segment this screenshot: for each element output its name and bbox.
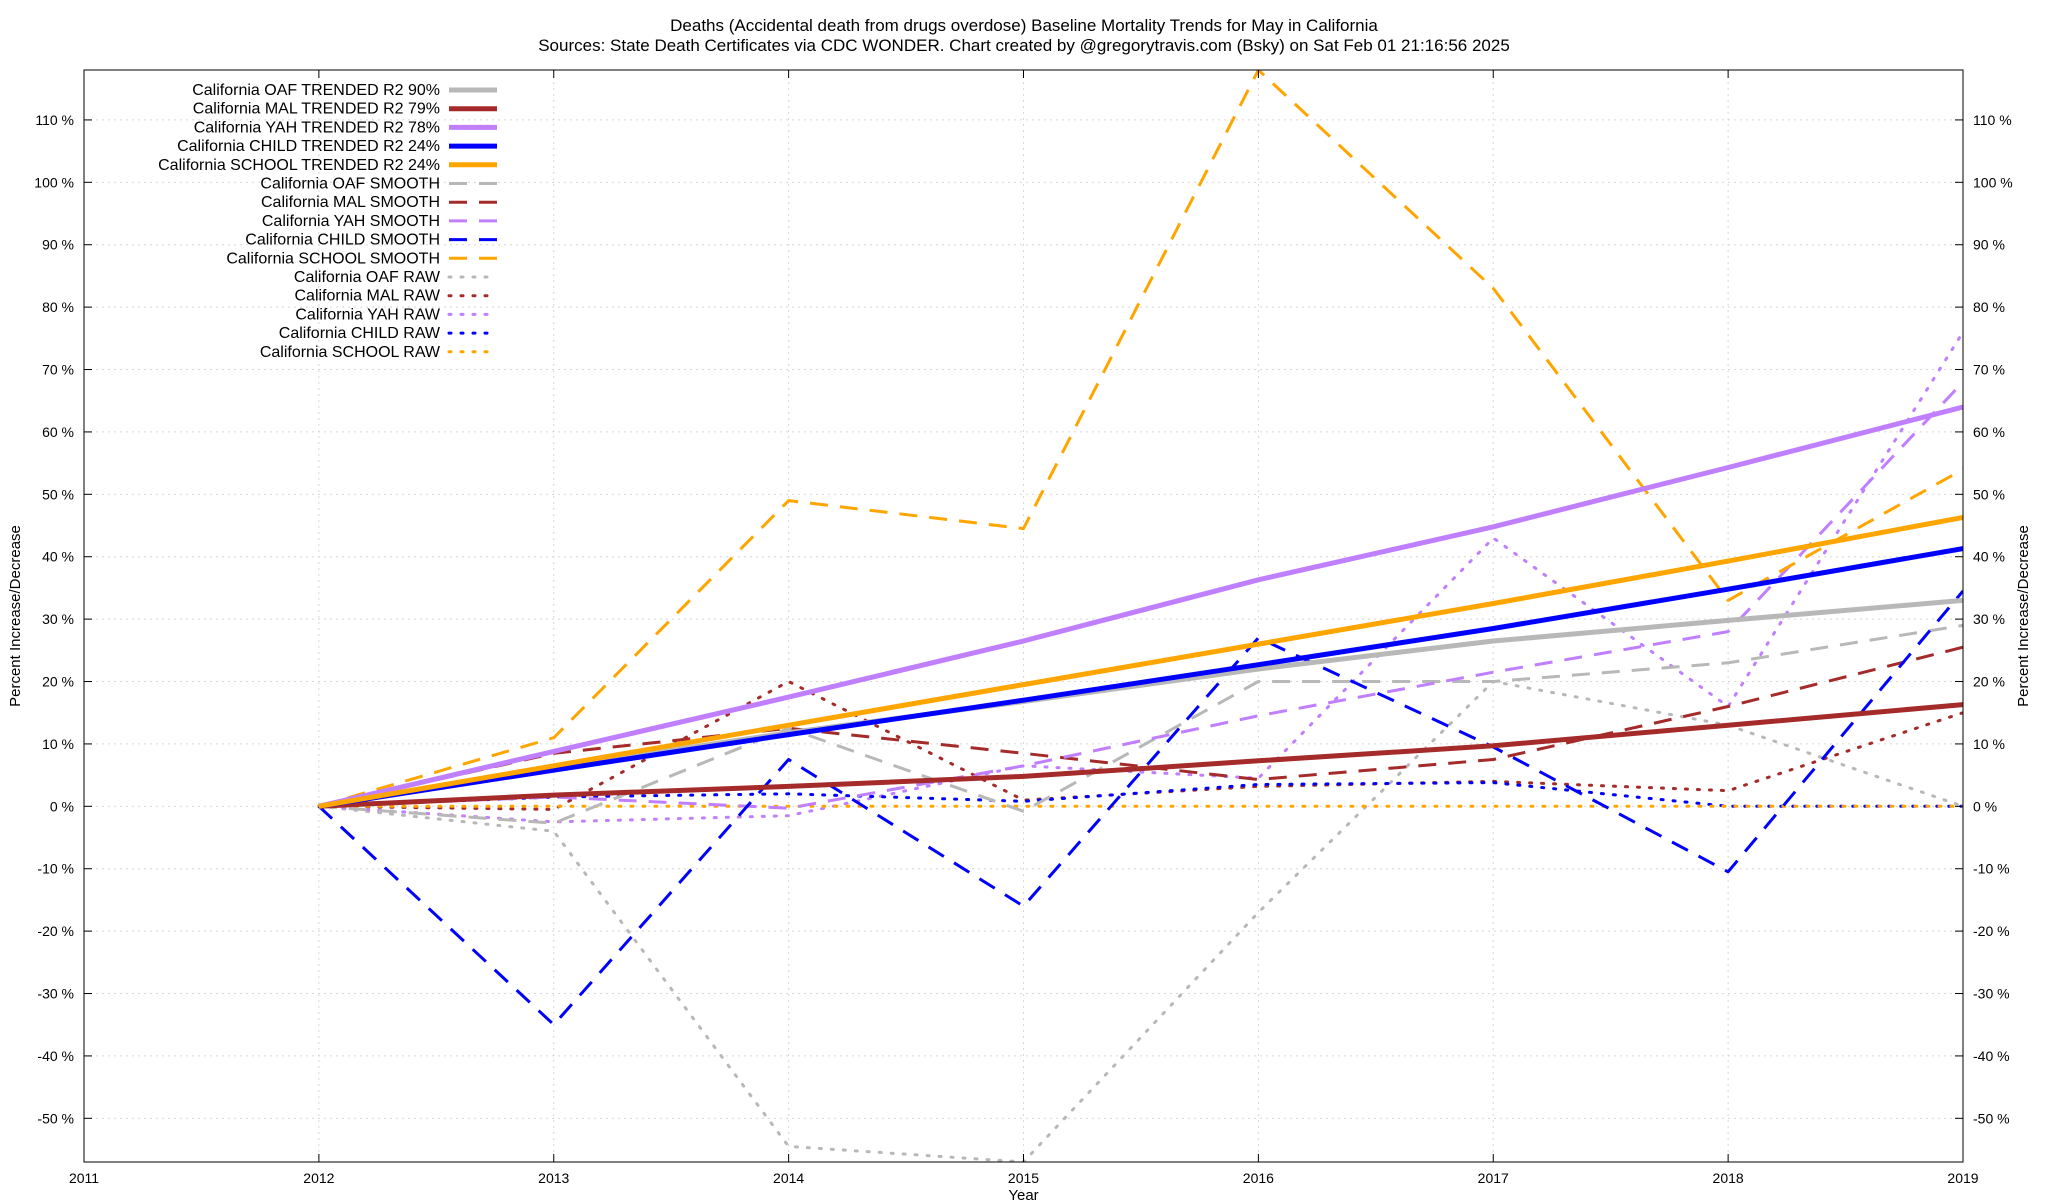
legend-label: California YAH TRENDED R2 78%	[194, 119, 440, 136]
y-tick-label-left: -10 %	[37, 861, 74, 877]
x-tick-label: 2011	[69, 1170, 99, 1186]
legend-label: California YAH RAW	[295, 306, 441, 323]
y-tick-label-left: 110 %	[35, 112, 74, 128]
legend-label: California MAL TRENDED R2 79%	[193, 101, 440, 118]
axis-ticks: 2011 2012 2013 2014 2015 2016 2017 2018 2019 -50 …	[34, 70, 2013, 1186]
legend-label: California MAL SMOOTH	[261, 194, 440, 211]
series-line	[318, 404, 1963, 809]
series-line	[317, 680, 1963, 1162]
series-line	[317, 590, 1963, 1027]
chart-title: Deaths (Accidental death from drugs over…	[670, 16, 1378, 35]
x-tick-label: 2013	[538, 1170, 569, 1186]
legend-label: California OAF SMOOTH	[260, 176, 440, 193]
y-tick-label-right: 40 %	[1973, 549, 2005, 565]
y-tick-label-left: -50 %	[37, 1110, 74, 1126]
y-tick-label-left: 60 %	[42, 424, 74, 440]
y-tick-label-left: 10 %	[42, 736, 74, 752]
legend: California OAF TRENDED R2 90% California …	[158, 82, 499, 361]
x-tick-label: 2012	[303, 1170, 334, 1186]
x-tick-label: 2019	[1947, 1170, 1978, 1186]
legend-label: California OAF RAW	[294, 269, 441, 286]
series-line	[318, 702, 1963, 809]
y-tick-label-left: 80 %	[42, 299, 74, 315]
y-tick-label-right: 80 %	[1973, 299, 2005, 315]
y-tick-label-right: 110 %	[1973, 112, 2012, 128]
x-tick-label: 2015	[1008, 1170, 1039, 1186]
plot-series	[317, 70, 1963, 1162]
y-tick-label-left: 50 %	[42, 486, 74, 502]
y-tick-label-right: -40 %	[1973, 1048, 2010, 1064]
legend-label: California SCHOOL RAW	[260, 344, 441, 361]
y-tick-label-right: 90 %	[1973, 237, 2005, 253]
y-tick-label-left: 100 %	[34, 174, 74, 190]
legend-label: California CHILD SMOOTH	[245, 232, 440, 249]
x-tick-label: 2014	[773, 1170, 804, 1186]
y-axis-label-left: Percent Increase/Decrease	[7, 525, 24, 707]
x-tick-label: 2016	[1243, 1170, 1274, 1186]
y-tick-label-right: 60 %	[1973, 424, 2005, 440]
y-tick-label-right: -10 %	[1973, 861, 2010, 877]
series-line	[318, 645, 1963, 808]
x-axis-label: Year	[1008, 1187, 1038, 1200]
y-tick-label-right: 100 %	[1973, 174, 2013, 190]
y-tick-label-right: 0 %	[1973, 798, 1997, 814]
legend-label: California OAF TRENDED R2 90%	[192, 82, 440, 99]
y-tick-label-left: -30 %	[37, 986, 74, 1002]
y-tick-label-right: -50 %	[1973, 1110, 2010, 1126]
series-line	[317, 680, 1963, 811]
series-line	[317, 330, 1963, 824]
series-line	[318, 70, 1963, 808]
x-tick-label: 2017	[1478, 1170, 1509, 1186]
series-line	[318, 597, 1963, 809]
y-tick-label-left: -20 %	[37, 923, 74, 939]
y-tick-label-right: -30 %	[1973, 986, 2010, 1002]
y-tick-label-right: -20 %	[1973, 923, 2010, 939]
legend-label: California SCHOOL TRENDED R2 24%	[158, 157, 440, 174]
y-tick-label-left: 20 %	[42, 674, 74, 690]
legend-label: California CHILD RAW	[279, 325, 441, 342]
y-tick-label-left: 90 %	[42, 237, 74, 253]
series-line	[318, 623, 1963, 825]
y-tick-label-left: 70 %	[42, 362, 74, 378]
legend-label: California CHILD TRENDED R2 24%	[177, 138, 440, 155]
y-tick-label-left: 30 %	[42, 611, 74, 627]
y-tick-label-right: 10 %	[1973, 736, 2005, 752]
x-tick-label: 2018	[1713, 1170, 1744, 1186]
chart-subtitle: Sources: State Death Certificates via CD…	[538, 36, 1510, 55]
legend-label: California YAH SMOOTH	[262, 213, 440, 230]
series-line	[318, 514, 1963, 809]
y-tick-label-left: 40 %	[42, 549, 74, 565]
y-tick-label-left: -40 %	[37, 1048, 74, 1064]
y-tick-label-right: 50 %	[1973, 486, 2005, 502]
y-tick-label-left: 0 %	[50, 798, 74, 814]
legend-label: California MAL RAW	[294, 288, 440, 305]
legend-label: California SCHOOL SMOOTH	[226, 250, 440, 267]
y-tick-label-right: 20 %	[1973, 674, 2005, 690]
y-tick-label-right: 30 %	[1973, 611, 2005, 627]
y-axis-label-right: Percent Increase/Decrease	[2015, 525, 2032, 707]
y-tick-label-right: 70 %	[1973, 362, 2005, 378]
series-line	[318, 380, 1963, 810]
series-line	[318, 546, 1963, 809]
